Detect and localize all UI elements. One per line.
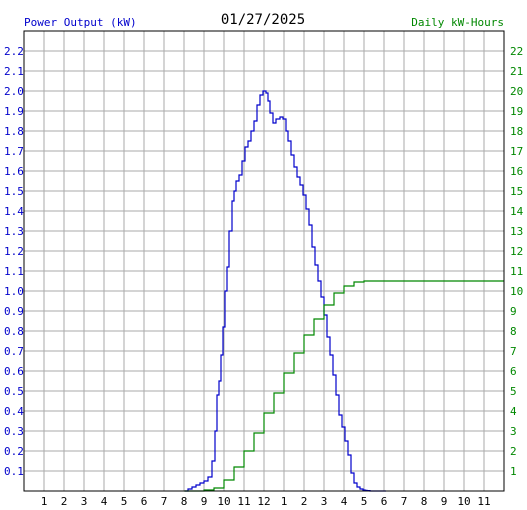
left-tick-label: 1.7 <box>4 145 24 158</box>
right-tick-label: 19 <box>510 105 523 118</box>
right-tick-label: 2 <box>510 445 517 458</box>
left-tick-label: 0.6 <box>4 365 24 378</box>
right-axis-label: Daily kW-Hours <box>411 16 504 29</box>
left-tick-label: 0.5 <box>4 385 24 398</box>
series-layer <box>184 90 504 492</box>
x-tick-label: 10 <box>217 495 230 508</box>
chart-title: 01/27/2025 <box>221 12 305 28</box>
right-tick-label: 6 <box>510 365 517 378</box>
left-tick-label: 1.8 <box>4 125 24 138</box>
left-tick-label: 1.5 <box>4 185 24 198</box>
right-tick-label: 21 <box>510 65 523 78</box>
right-tick-label: 12 <box>510 245 523 258</box>
x-tick-label: 2 <box>301 495 308 508</box>
left-tick-label: 1.3 <box>4 225 24 238</box>
left-tick-label: 1.0 <box>4 285 24 298</box>
left-tick-label: 1.2 <box>4 245 24 258</box>
left-tick-label: 2.2 <box>4 45 24 58</box>
right-tick-label: 11 <box>510 265 523 278</box>
left-tick-label: 0.3 <box>4 425 24 438</box>
x-tick-label: 8 <box>181 495 188 508</box>
right-tick-label: 4 <box>510 405 517 418</box>
energy-series-line <box>184 280 504 492</box>
right-tick-label: 20 <box>510 85 523 98</box>
left-tick-label: 2.0 <box>4 85 24 98</box>
left-tick-label: 0.7 <box>4 345 24 358</box>
left-tick-label: 0.8 <box>4 325 24 338</box>
x-tick-label: 9 <box>201 495 208 508</box>
left-tick-label: 1.4 <box>4 205 24 218</box>
x-tick-label: 1 <box>41 495 48 508</box>
x-tick-label: 6 <box>141 495 148 508</box>
x-tick-label: 9 <box>441 495 448 508</box>
left-axis-ticks: 0.1 0.2 0.3 0.4 0.5 0.6 0.7 0.8 0.9 1.0 1.1 1.2 1.3 1… <box>4 45 24 478</box>
x-tick-label: 8 <box>421 495 428 508</box>
x-axis-ticks: 1 2 3 4 5 6 7 8 9 10 11 12 1 2 3 4 5 6 7 8 9 10 11 <box>41 495 491 508</box>
x-tick-label: 3 <box>81 495 88 508</box>
x-tick-label: 4 <box>341 495 348 508</box>
right-tick-label: 10 <box>510 285 523 298</box>
x-tick-label: 7 <box>161 495 168 508</box>
right-tick-label: 9 <box>510 305 517 318</box>
left-tick-label: 1.1 <box>4 265 24 278</box>
right-tick-label: 16 <box>510 165 523 178</box>
right-tick-label: 15 <box>510 185 523 198</box>
x-tick-label: 3 <box>321 495 328 508</box>
left-tick-label: 0.1 <box>4 465 24 478</box>
x-tick-label: 12 <box>257 495 270 508</box>
right-tick-label: 17 <box>510 145 523 158</box>
left-tick-label: 0.2 <box>4 445 24 458</box>
x-tick-label: 11 <box>237 495 250 508</box>
right-tick-label: 22 <box>510 45 523 58</box>
x-tick-label: 6 <box>381 495 388 508</box>
right-tick-label: 3 <box>510 425 517 438</box>
right-tick-label: 5 <box>510 385 517 398</box>
right-tick-label: 14 <box>510 205 524 218</box>
left-tick-label: 0.4 <box>4 405 24 418</box>
left-tick-label: 0.9 <box>4 305 24 318</box>
right-tick-label: 18 <box>510 125 523 138</box>
x-tick-label: 2 <box>61 495 68 508</box>
right-tick-label: 1 <box>510 465 517 478</box>
x-tick-label: 4 <box>101 495 108 508</box>
x-tick-label: 7 <box>401 495 408 508</box>
plot-frame <box>23 30 505 492</box>
x-tick-label: 11 <box>477 495 490 508</box>
left-axis-label: Power Output (kW) <box>24 16 137 29</box>
right-tick-label: 13 <box>510 225 523 238</box>
right-tick-label: 7 <box>510 345 517 358</box>
power-series-line <box>185 90 386 492</box>
x-tick-label: 5 <box>361 495 368 508</box>
x-tick-label: 5 <box>121 495 128 508</box>
x-tick-label: 1 <box>281 495 288 508</box>
left-tick-label: 1.9 <box>4 105 24 118</box>
x-tick-label: 10 <box>457 495 470 508</box>
left-tick-label: 1.6 <box>4 165 24 178</box>
right-tick-label: 8 <box>510 325 517 338</box>
grid <box>24 31 504 491</box>
left-tick-label: 2.1 <box>4 65 24 78</box>
